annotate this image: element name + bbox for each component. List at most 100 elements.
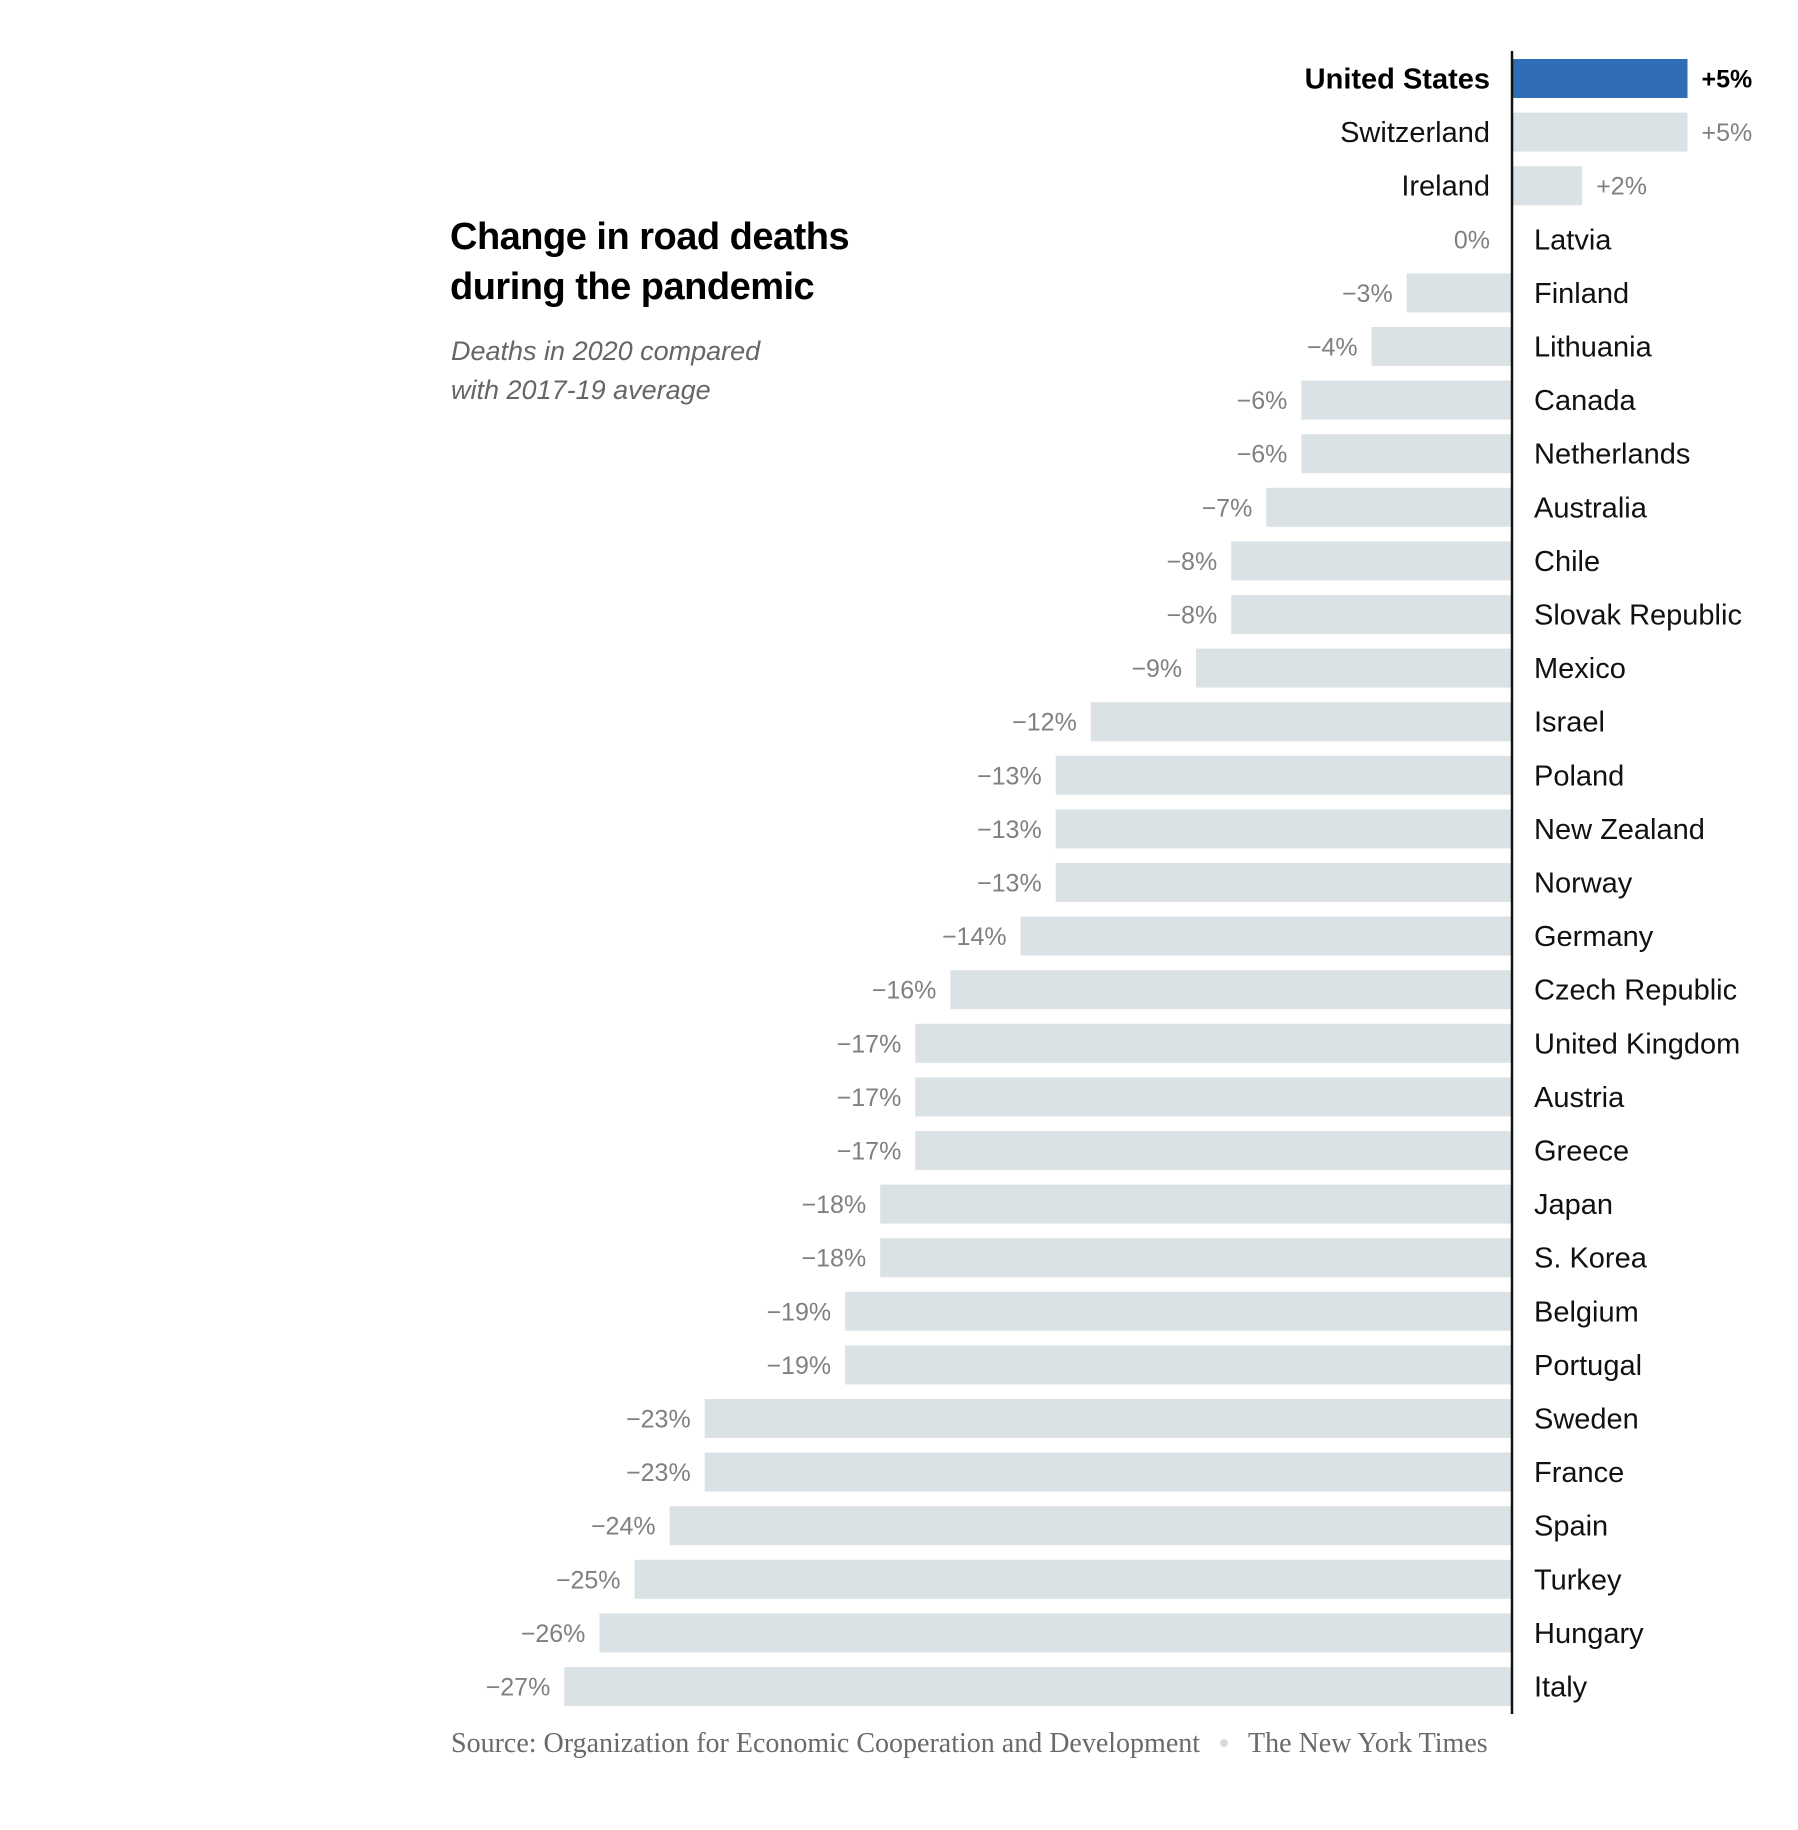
value-label: −3% xyxy=(1342,280,1393,308)
value-label: −18% xyxy=(802,1191,867,1219)
country-label: Germany xyxy=(1534,921,1654,953)
bar-sweden xyxy=(704,1399,1512,1438)
bar-chile xyxy=(1231,541,1512,581)
chart-subtitle-line-2: with 2017-19 average xyxy=(451,375,711,405)
bar-united-states xyxy=(1512,59,1688,98)
value-label: −9% xyxy=(1131,655,1182,683)
country-label: Greece xyxy=(1534,1136,1629,1168)
value-label: −13% xyxy=(977,816,1042,844)
bar-australia xyxy=(1266,487,1512,527)
value-label: −13% xyxy=(977,870,1042,898)
bar-belgium xyxy=(845,1291,1512,1331)
value-label: −16% xyxy=(872,977,937,1005)
country-label: S. Korea xyxy=(1534,1243,1648,1275)
value-label: −8% xyxy=(1166,602,1217,630)
value-label: −7% xyxy=(1202,494,1253,522)
value-label: −26% xyxy=(521,1620,586,1648)
bar-finland xyxy=(1406,273,1512,313)
bar-s-korea xyxy=(880,1238,1512,1278)
country-label: Portugal xyxy=(1534,1350,1642,1382)
bar-israel xyxy=(1090,702,1512,742)
value-label: −19% xyxy=(766,1352,831,1380)
country-label: Netherlands xyxy=(1534,439,1690,471)
bar-austria xyxy=(915,1077,1512,1117)
country-label: Switzerland xyxy=(1340,117,1490,149)
value-label: −25% xyxy=(556,1566,621,1594)
value-label: −17% xyxy=(837,1138,902,1166)
chart-title: Change in road deaths during the pandemi… xyxy=(450,212,970,312)
value-label: −12% xyxy=(1012,709,1077,737)
bar-lithuania xyxy=(1371,327,1512,366)
bar-switzerland xyxy=(1512,112,1688,152)
value-label: −17% xyxy=(837,1084,902,1112)
country-label: Canada xyxy=(1534,385,1636,417)
bar-slovak-republic xyxy=(1231,595,1512,634)
value-label: −14% xyxy=(942,923,1007,951)
value-label: +2% xyxy=(1596,173,1647,201)
value-label: −8% xyxy=(1166,548,1217,576)
bar-ireland xyxy=(1512,166,1583,206)
country-label: New Zealand xyxy=(1534,814,1705,846)
value-label: −6% xyxy=(1237,441,1288,469)
country-labels-group: United States Switzerland Ireland Latvia Fin… xyxy=(1305,64,1742,1704)
country-label: United States xyxy=(1305,64,1490,96)
bar-mexico xyxy=(1196,648,1512,688)
value-label: +5% xyxy=(1702,66,1753,94)
country-label: Czech Republic xyxy=(1534,975,1737,1007)
country-label: Belgium xyxy=(1534,1296,1639,1328)
country-label: Mexico xyxy=(1534,653,1626,685)
country-label: United Kingdom xyxy=(1534,1028,1740,1060)
value-label: −23% xyxy=(626,1406,691,1434)
bar-canada xyxy=(1301,380,1512,420)
country-label: Ireland xyxy=(1401,171,1490,203)
value-labels-group: +5% +5% +2% 0% −3% −4% −6% −6% −7% −8% −8% −9% −12% −… xyxy=(486,66,1753,1702)
value-label: −17% xyxy=(837,1030,902,1058)
country-label: Poland xyxy=(1534,760,1624,792)
bar-france xyxy=(704,1452,1512,1492)
chart-subtitle-line-1: Deaths in 2020 compared xyxy=(451,336,761,366)
bar-united-kingdom xyxy=(915,1023,1512,1063)
country-label: Australia xyxy=(1534,492,1648,524)
value-label: −27% xyxy=(486,1674,551,1702)
bar-turkey xyxy=(634,1559,1512,1599)
bar-spain xyxy=(669,1506,1512,1546)
country-label: France xyxy=(1534,1457,1624,1489)
bar-italy xyxy=(564,1667,1512,1706)
bar-poland xyxy=(1055,755,1512,795)
chart-title-line-1: Change in road deaths xyxy=(450,216,850,258)
bar-germany xyxy=(1020,916,1512,956)
bar-netherlands xyxy=(1301,434,1512,474)
bar-czech-republic xyxy=(950,970,1512,1010)
value-label: −13% xyxy=(977,762,1042,790)
bars-group xyxy=(564,59,1688,1706)
country-label: Japan xyxy=(1534,1189,1613,1221)
country-label: Austria xyxy=(1534,1082,1625,1114)
country-label: Turkey xyxy=(1534,1564,1622,1596)
country-label: Norway xyxy=(1534,868,1633,900)
country-label: Italy xyxy=(1534,1672,1588,1704)
value-label: +5% xyxy=(1702,119,1753,147)
value-label: −23% xyxy=(626,1459,691,1487)
value-label: −24% xyxy=(591,1513,656,1541)
value-label: −18% xyxy=(802,1245,867,1273)
bar-norway xyxy=(1055,863,1512,902)
source-note: Source: Organization for Economic Cooper… xyxy=(451,1728,1488,1760)
source-text: Source: Organization for Economic Cooper… xyxy=(451,1728,1201,1759)
bar-portugal xyxy=(845,1345,1512,1385)
value-label: −19% xyxy=(766,1298,831,1326)
country-label: Lithuania xyxy=(1534,332,1653,364)
bar-japan xyxy=(880,1184,1512,1224)
country-label: Finland xyxy=(1534,278,1629,310)
value-label: 0% xyxy=(1454,226,1490,254)
bar-new-zealand xyxy=(1055,809,1512,849)
country-label: Hungary xyxy=(1534,1618,1644,1650)
country-label: Spain xyxy=(1534,1511,1608,1543)
country-label: Israel xyxy=(1534,707,1605,739)
country-label: Sweden xyxy=(1534,1404,1639,1436)
country-label: Slovak Republic xyxy=(1534,600,1742,632)
bar-hungary xyxy=(599,1613,1512,1653)
source-credit: The New York Times xyxy=(1248,1728,1488,1759)
chart-title-line-2: during the pandemic xyxy=(450,266,815,308)
country-label: Latvia xyxy=(1534,224,1612,256)
